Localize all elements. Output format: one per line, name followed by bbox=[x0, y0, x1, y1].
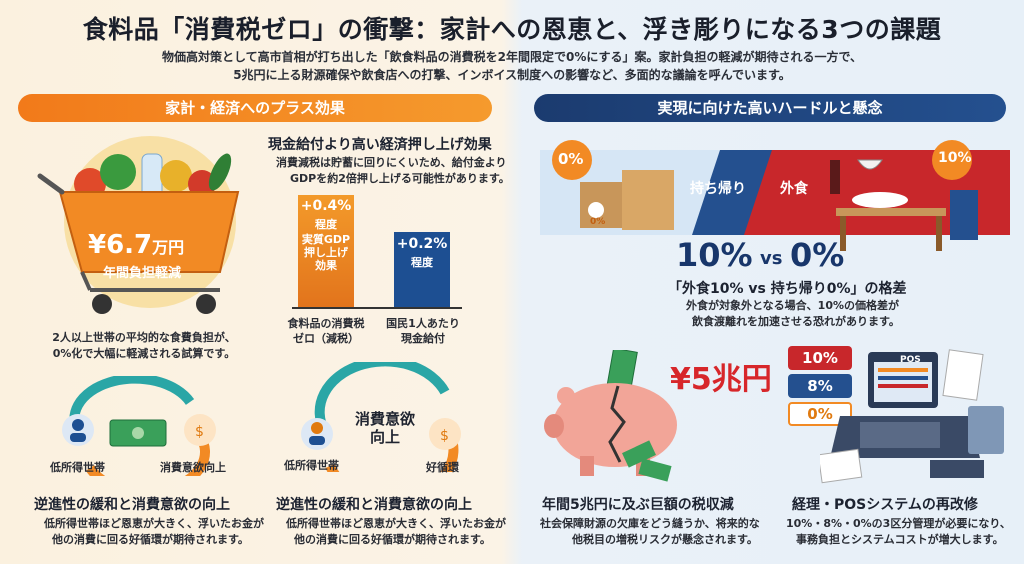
dine-pct-badge: 10% bbox=[938, 150, 972, 166]
savings-caption: 年間負担軽減 bbox=[103, 266, 182, 281]
cycle2-heading: 逆進性の緩和と消費意欲の向上 bbox=[276, 497, 472, 513]
savings-note-line-1: 2人以上世帯の平均的な食費負担が、 bbox=[52, 331, 236, 344]
bar-tax-zero-label-1: 食料品の消費税 bbox=[287, 317, 365, 330]
gap-desc-1: 外食が対象外となる場合、10%の価格差が bbox=[686, 299, 899, 312]
section-label-benefits: 家計・経済へのプラス効果 bbox=[18, 94, 492, 122]
gdp-desc-line-2: GDPを約2倍押し上げる可能性があります。 bbox=[290, 172, 510, 185]
cycle1-desc-2: 他の消費に回る好循環が期待されます。 bbox=[52, 533, 249, 546]
subtitle-line-1: 物価高対策として高市首相が打ち出した「飲食料品の消費税を2年間限定で0%にする」… bbox=[161, 50, 862, 64]
bar-cash-label-2: 現金給付 bbox=[401, 332, 445, 345]
broken-piggy-bank-illustration bbox=[544, 350, 677, 482]
pos-register-illustration bbox=[820, 349, 1004, 484]
bar-tax-zero-value: +0.4% bbox=[300, 198, 352, 214]
cycle2-node-b: 好循環 bbox=[426, 461, 459, 474]
gdp-heading: 現金給付より高い経済押し上げ効果 bbox=[268, 137, 492, 153]
revenue-heading: 年間5兆円に及ぶ巨額の税収減 bbox=[542, 497, 734, 513]
takeout-vs-dine-illustration bbox=[540, 140, 1010, 251]
gap-big-left: 10% bbox=[676, 236, 753, 274]
revenue-amount: ¥5兆円 bbox=[670, 362, 772, 397]
cycle2-desc-2: 他の消費に回る好循環が期待されます。 bbox=[294, 533, 491, 546]
bar-cash-value: +0.2% bbox=[396, 236, 448, 252]
cycle2-desc-1: 低所得世帯ほど恩恵が大きく、浮いたお金が bbox=[286, 517, 506, 530]
takeout-label: 持ち帰り bbox=[690, 181, 746, 197]
cycle2-center-1: 消費意欲 bbox=[354, 410, 415, 428]
bag-pct: 0% bbox=[590, 217, 606, 227]
bar-cash-label-1: 国民1人あたり bbox=[386, 317, 460, 330]
pos-tag: POS bbox=[900, 355, 921, 365]
cycle1-desc-1: 低所得世帯ほど恩恵が大きく、浮いたお金が bbox=[44, 517, 264, 530]
bar-tax-zero-sub-1: 程度 bbox=[315, 218, 337, 231]
pos-desc-1: 10%・8%・0%の3区分管理が必要になり、 bbox=[786, 517, 1011, 530]
cycle2-center-2: 向上 bbox=[369, 428, 400, 446]
chart-axis bbox=[292, 307, 462, 309]
gap-vs: vs bbox=[760, 248, 783, 269]
gap-big-right: 0% bbox=[790, 236, 845, 274]
bar-tax-zero-sub-2: 実質GDP bbox=[301, 233, 351, 246]
gap-desc-2: 飲食渡離れを加速させる恐れがあります。 bbox=[692, 315, 900, 328]
cycle1-node-a: 低所得世帯 bbox=[50, 461, 105, 474]
revenue-desc-1: 社会保障財源の欠庫をどう縫うか、将来的な bbox=[540, 517, 760, 530]
svg-text:$: $ bbox=[440, 428, 449, 444]
gap-heading: 「外食10% vs 持ち帰り0%」の格差 bbox=[668, 281, 907, 297]
pos-heading: 経理・POSシステムの再改修 bbox=[792, 497, 978, 513]
bar-cash-benefit bbox=[394, 232, 450, 307]
page-title: 食料品「消費税ゼロ」の衝撃：家計への恩恵と、浮き彫りになる3つの課題 bbox=[82, 15, 942, 44]
section-label-hurdles: 実現に向けた高いハードルと懸念 bbox=[534, 94, 1006, 122]
bar-cash-sub: 程度 bbox=[411, 256, 433, 269]
savings-amount: ¥6.7万円 bbox=[88, 230, 185, 260]
cycle1-heading: 逆進性の緩和と消費意欲の向上 bbox=[34, 497, 230, 513]
cycle1-node-b: 消費意欲向上 bbox=[160, 461, 226, 474]
bar-tax-zero bbox=[298, 195, 354, 307]
cycle-diagram-2: $ bbox=[301, 362, 461, 472]
cycle2-node-a: 低所得世帯 bbox=[284, 459, 339, 472]
gdp-desc-line-1: 消費減税は貯蓄に回りにくいため、給付金より bbox=[276, 156, 507, 169]
revenue-desc-2: 他税目の増税リスクが懸念されます。 bbox=[572, 533, 758, 546]
cycle-diagram-1: $ bbox=[62, 376, 216, 476]
rate-8-badge: 8% bbox=[788, 374, 852, 398]
dine-label: 外食 bbox=[780, 181, 808, 197]
savings-note-line-2: 0%化で大幅に軽減される試算です。 bbox=[52, 347, 236, 360]
bar-tax-zero-sub-3: 押し上げ bbox=[304, 246, 348, 259]
rate-10-badge: 10% bbox=[788, 346, 852, 370]
shopping-cart-illustration bbox=[37, 136, 240, 314]
subtitle-line-2: 5兆円に上る財源確保や飲食店への打撃、インボイス制度への影響など、多面的な議論を… bbox=[233, 68, 791, 82]
bar-tax-zero-label-2: ゼロ（減税） bbox=[293, 332, 359, 345]
takeout-pct-badge: 0% bbox=[558, 150, 584, 168]
svg-text:$: $ bbox=[195, 424, 204, 440]
bar-tax-zero-sub-4: 効果 bbox=[315, 259, 337, 272]
pos-desc-2: 事務負担とシステムコストが増大します。 bbox=[796, 533, 1004, 546]
